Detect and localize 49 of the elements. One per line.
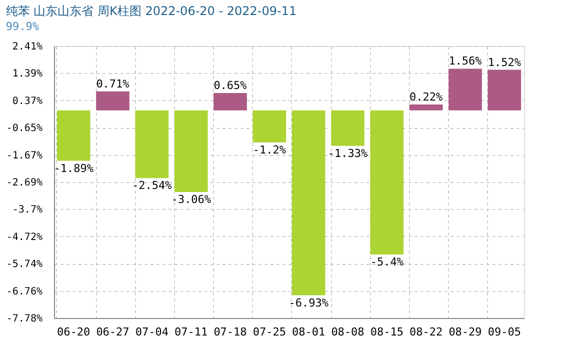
bar [214, 92, 247, 110]
x-tick-label: 07-11 [174, 326, 208, 338]
x-tick-label: 07-18 [214, 326, 247, 338]
y-tick-label: -2.69% [6, 178, 42, 189]
y-tick-label: -0.65% [6, 123, 42, 134]
data-label: 0.22% [410, 90, 444, 104]
data-label: -6.93% [288, 296, 329, 310]
data-label: -5.4% [370, 255, 404, 268]
x-tick-label: 08-29 [448, 326, 482, 338]
x-tick-label: 08-08 [331, 326, 364, 338]
y-tick-label: -6.76% [6, 286, 42, 298]
x-tick-label: 07-04 [135, 326, 169, 338]
y-tick-label: -5.74% [6, 259, 42, 270]
x-tick-label: 09-05 [488, 326, 521, 338]
bar [370, 110, 404, 254]
data-label: -1.89% [54, 162, 94, 175]
bar [448, 68, 482, 110]
x-tick-label: 06-20 [57, 326, 90, 338]
data-label: -3.06% [171, 193, 212, 206]
y-tick-label: 0.37% [12, 96, 42, 107]
y-tick-label: -3.7% [12, 204, 42, 216]
bar [56, 110, 90, 161]
bar [252, 110, 286, 142]
y-tick-label: 1.39% [12, 68, 42, 80]
bar [174, 110, 208, 192]
bar [135, 110, 169, 178]
data-label: 0.71% [96, 77, 130, 90]
data-label: 0.65% [214, 78, 248, 92]
bar [292, 110, 326, 296]
data-label: 1.56% [448, 54, 482, 68]
data-label: 1.52% [488, 56, 522, 69]
data-label: -1.33% [328, 146, 368, 160]
bar [409, 104, 443, 110]
chart-subtitle: 99.9% [6, 20, 40, 33]
x-tick-label: 08-01 [292, 326, 326, 338]
bar [331, 110, 364, 146]
x-tick-label: 06-27 [96, 326, 130, 338]
bar [488, 70, 522, 110]
chart-title: 纯苯 山东山东省 周K柱图 2022-06-20 - 2022-09-11 [6, 4, 297, 18]
x-tick-label: 08-15 [370, 326, 404, 338]
data-label: -2.54% [132, 179, 172, 192]
x-tick-label: 08-22 [410, 326, 443, 338]
data-label: -1.2% [252, 143, 286, 156]
y-tick-label: -4.72% [6, 232, 42, 243]
y-tick-label: -1.67% [6, 150, 42, 162]
y-tick-label: 2.41% [12, 42, 42, 52]
y-tick-label: -7.78% [6, 314, 42, 324]
x-tick-label: 07-25 [252, 326, 286, 338]
bar [96, 91, 130, 110]
